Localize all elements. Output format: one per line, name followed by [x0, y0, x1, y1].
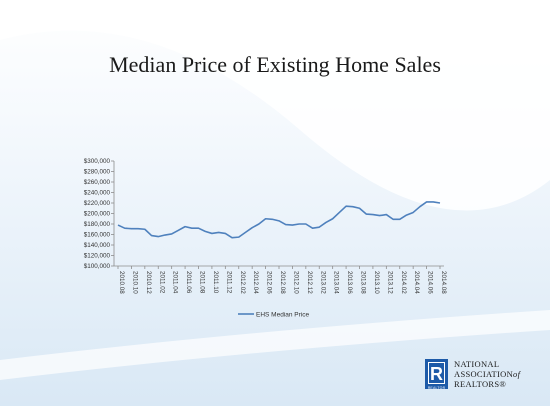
y-tick-label: $100,000 — [84, 263, 111, 270]
x-tick-label: 2013.10 — [373, 271, 380, 294]
x-tick-label: 2012.12 — [306, 271, 313, 294]
y-tick-label: $200,000 — [84, 211, 111, 218]
x-tick-label: 2014.04 — [413, 271, 420, 294]
x-tick-label: 2010.12 — [145, 271, 152, 294]
x-tick-label: 2012.02 — [239, 271, 246, 294]
x-tick-label: 2010.10 — [131, 271, 138, 294]
y-tick-label: $280,000 — [84, 169, 111, 176]
x-tick-label: 2011.06 — [185, 271, 192, 294]
x-tick-label: 2013.02 — [319, 271, 326, 294]
x-tick-label: 2012.06 — [266, 271, 273, 294]
realtor-logo-icon: R REALTOR — [425, 359, 448, 390]
x-tick-label: 2010.08 — [118, 271, 125, 294]
y-tick-label: $160,000 — [84, 232, 111, 239]
x-tick-label: 2011.12 — [225, 271, 232, 294]
y-tick-label: $220,000 — [84, 200, 111, 207]
slide-title: Median Price of Existing Home Sales — [109, 52, 441, 77]
logo-line-1: NATIONAL — [454, 359, 500, 369]
y-tick-label: $180,000 — [84, 221, 111, 228]
x-tick-label: 2011.04 — [172, 271, 179, 294]
x-tick-label: 2012.08 — [279, 271, 286, 294]
x-tick-label: 2013.12 — [386, 271, 393, 294]
y-tick-label: $240,000 — [84, 190, 111, 197]
series-line-ehs-median-price — [117, 201, 441, 239]
x-tick-label: 2014.08 — [440, 271, 447, 294]
y-tick-label: $300,000 — [84, 158, 111, 165]
x-tick-label: 2014.02 — [400, 271, 407, 294]
nar-logo: R REALTOR NATIONAL ASSOCIATIONof REALTOR… — [425, 357, 545, 397]
logo-wordmark: NATIONAL ASSOCIATIONof REALTORS® — [454, 359, 520, 389]
logo-line-3: REALTORS® — [454, 379, 507, 389]
y-tick-label: $260,000 — [84, 179, 111, 186]
x-tick-label: 2011.10 — [212, 271, 219, 294]
x-tick-label: 2011.02 — [158, 271, 165, 294]
logo-line-2: ASSOCIATIONof — [454, 369, 521, 379]
x-tick-label: 2012.04 — [252, 271, 259, 294]
x-tick-label: 2011.08 — [199, 271, 206, 294]
legend-label: EHS Median Price — [256, 311, 309, 318]
y-tick-label: $140,000 — [84, 242, 111, 249]
x-tick-label: 2013.08 — [360, 271, 367, 294]
x-tick-label: 2012.10 — [292, 271, 299, 294]
x-tick-label: 2013.06 — [346, 271, 353, 294]
y-tick-label: $120,000 — [84, 253, 111, 260]
x-tick-label: 2013.04 — [333, 271, 340, 294]
x-tick-label: 2014.06 — [427, 271, 434, 294]
